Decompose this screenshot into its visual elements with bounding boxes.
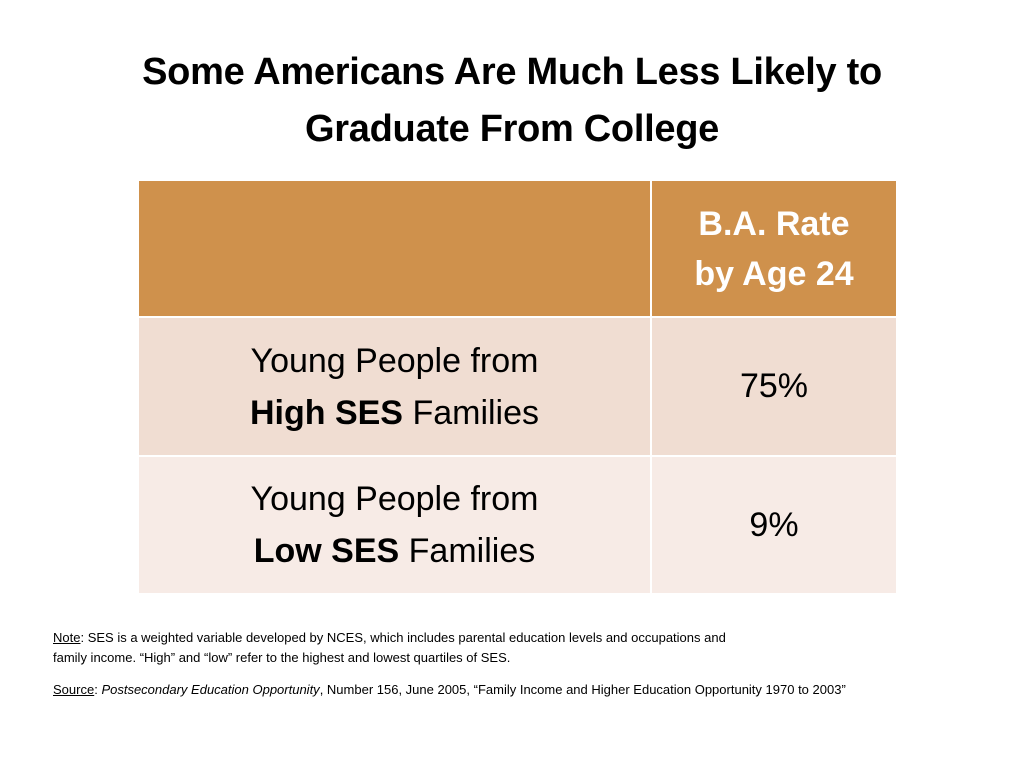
header-line-2: by Age 24: [694, 254, 854, 293]
row-label-bold: High SES: [249, 393, 403, 432]
row-label-line-1: Young People from: [250, 480, 539, 518]
note-label: Note: [53, 630, 81, 645]
note-line-1: Note: SES is a weighted variable develop…: [53, 628, 953, 648]
footnote-note: Note: SES is a weighted variable develop…: [53, 628, 953, 668]
row-label-rest: Families: [403, 393, 540, 432]
note-text-1: : SES is a weighted variable developed b…: [80, 630, 726, 645]
row-value-cell: 75%: [650, 316, 898, 457]
table-header-row: B.A. Rate by Age 24: [137, 179, 898, 318]
row-value-cell: 9%: [650, 455, 898, 595]
header-empty-cell: [137, 179, 652, 318]
table-row-high-ses: Young People from High SES Families 75%: [137, 316, 898, 457]
source-sep: :: [94, 682, 102, 697]
header-ba-rate-cell: B.A. Rate by Age 24: [650, 179, 898, 318]
row-label-cell: Young People from High SES Families: [137, 316, 652, 457]
header-line-1: B.A. Rate: [698, 204, 850, 243]
ba-rate-table: B.A. Rate by Age 24 Young People from Hi…: [137, 179, 898, 595]
row-label-line-2: Low SES Families: [139, 525, 650, 577]
row-label-cell: Young People from Low SES Families: [137, 455, 652, 595]
source-label: Source: [53, 682, 95, 697]
row-label-line-1: Young People from: [250, 341, 539, 380]
row-label-rest: Families: [399, 532, 536, 570]
row-label-line-2: High SES Families: [139, 387, 650, 439]
table-row-low-ses: Young People from Low SES Families 9%: [137, 455, 898, 595]
title-line-1: Some Americans Are Much Less Likely to: [142, 51, 882, 93]
slide-title: Some Americans Are Much Less Likely to G…: [62, 44, 962, 158]
note-line-2: family income. “High” and “low” refer to…: [53, 650, 511, 665]
row-label-bold: Low SES: [253, 532, 400, 570]
source-publication: Postsecondary Education Opportunity: [101, 682, 320, 697]
title-line-2: Graduate From College: [305, 108, 719, 150]
source-rest: , Number 156, June 2005, “Family Income …: [319, 682, 846, 697]
footnote-source: Source: Postsecondary Education Opportun…: [53, 680, 1003, 700]
